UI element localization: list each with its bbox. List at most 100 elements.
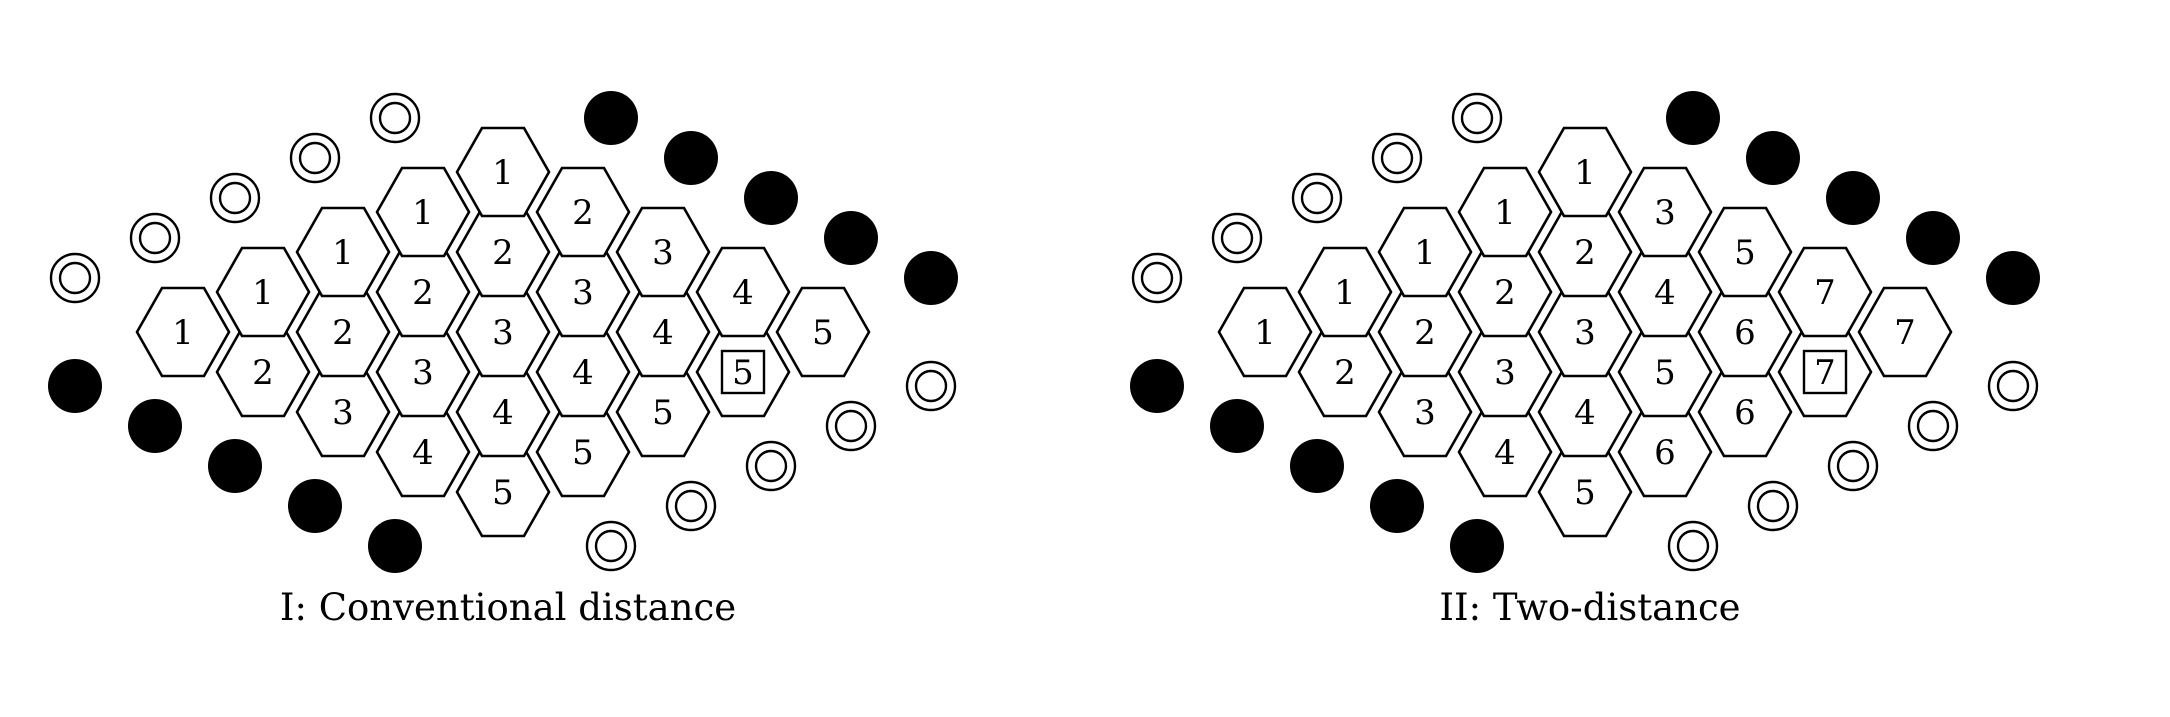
white-stone-icon: [129, 212, 181, 264]
black-stone-icon: [1290, 439, 1344, 493]
hex-cell: 5: [1697, 206, 1793, 298]
hex-cell: 5: [1537, 446, 1633, 538]
cell-distance-value: 3: [1414, 393, 1436, 433]
hex-cell: 2: [295, 286, 391, 378]
hex-cell-outline: [1457, 166, 1553, 258]
hex-cell: 2: [1377, 286, 1473, 378]
black-stone-icon: [824, 211, 878, 265]
hex-cell: 5: [615, 366, 711, 458]
hex-cell: 1: [375, 166, 471, 258]
white-stone-icon: [1987, 360, 2039, 412]
hex-cell: 7: [1777, 326, 1873, 418]
panel-conventional-distance: I: Conventional distance 1 2 3 4 5 1 2 3 4 5 1 2 3 4 5…: [48, 91, 958, 629]
hex-cell: 4: [535, 326, 631, 418]
hex-cell: 5: [695, 326, 791, 418]
white-stone-icon: [1747, 480, 1799, 532]
cell-distance-value: 3: [1494, 353, 1516, 393]
hex-cell-outline: [535, 166, 631, 258]
hex-cell: 1: [135, 286, 231, 378]
cell-distance-value: 7: [1814, 273, 1836, 313]
cell-distance-value: 4: [1654, 273, 1676, 313]
white-stone-icon: [209, 172, 261, 224]
cell-distance-value: 3: [1574, 313, 1596, 353]
hex-cell: 2: [1537, 206, 1633, 298]
cell-distance-value: 4: [492, 393, 514, 433]
black-stone-icon: [584, 91, 638, 145]
cell-distance-value: 1: [172, 313, 194, 353]
hex-cell: 3: [1377, 366, 1473, 458]
black-stone-icon: [1666, 91, 1720, 145]
hex-cell: 2: [1297, 326, 1393, 418]
hex-cell: 2: [455, 206, 551, 298]
white-stone-icon: [1131, 252, 1183, 304]
hex-cell: 3: [535, 246, 631, 338]
hex-cell: 7: [1857, 286, 1953, 378]
black-stone-icon: [1210, 399, 1264, 453]
hex-cell: 4: [1537, 366, 1633, 458]
hex-cell: 5: [775, 286, 871, 378]
hex-cell-outline: [1217, 286, 1313, 378]
white-stone-icon: [1667, 520, 1719, 572]
hex-cell: 1: [215, 246, 311, 338]
cell-distance-value: 1: [332, 233, 354, 273]
cell-distance-value: 5: [812, 313, 834, 353]
cell-distance-value: 1: [252, 273, 274, 313]
hex-cell: 3: [1617, 166, 1713, 258]
hex-cell-outline: [695, 246, 791, 338]
white-stone-icon: [1451, 92, 1503, 144]
hex-cell: 6: [1617, 406, 1713, 498]
hex-cell: 2: [1457, 246, 1553, 338]
panel-caption: I: Conventional distance: [280, 586, 736, 629]
hex-cell: 5: [455, 446, 551, 538]
hex-cell: 4: [695, 246, 791, 338]
cell-distance-value: 2: [412, 273, 434, 313]
hex-cell: 5: [1617, 326, 1713, 418]
hex-cell: 1: [455, 126, 551, 218]
hex-cell: 3: [1457, 326, 1553, 418]
edge-stones: [1130, 91, 2040, 573]
white-stone-icon: [825, 400, 877, 452]
cell-distance-value: 4: [572, 353, 594, 393]
white-stone-icon: [369, 92, 421, 144]
white-stone-icon: [905, 360, 957, 412]
hex-cell-outline: [1297, 246, 1393, 338]
hex-cell: 7: [1777, 246, 1873, 338]
highlight-box: [720, 349, 766, 395]
hex-cell: 4: [455, 366, 551, 458]
panel-two-distance: II: Two-distance 1 2 3 4 5 1 2 3 4 6 1 2 3 5 6 1 2 4 6 7 1 3 5…: [1130, 91, 2040, 629]
black-stone-icon: [1826, 171, 1880, 225]
hex-cell: 5: [535, 406, 631, 498]
white-stone-icon: [1291, 172, 1343, 224]
black-stone-icon: [1986, 251, 2040, 305]
black-stone-icon: [1450, 519, 1504, 573]
hex-cell: 1: [295, 206, 391, 298]
cell-distance-value: 5: [652, 393, 674, 433]
panel-caption: II: Two-distance: [1439, 586, 1740, 629]
hex-cell-outline: [375, 166, 471, 258]
cell-distance-value: 2: [252, 353, 274, 393]
highlight-box: [1802, 349, 1848, 395]
hex-cell: 3: [295, 366, 391, 458]
cell-distance-value: 7: [1894, 313, 1916, 353]
white-stone-icon: [1211, 212, 1263, 264]
hex-cell: 3: [455, 286, 551, 378]
cell-distance-value: 6: [1654, 433, 1676, 473]
black-stone-icon: [208, 439, 262, 493]
white-stone-icon: [49, 252, 101, 304]
black-stone-icon: [1746, 131, 1800, 185]
cell-distance-value: 7: [1814, 353, 1836, 393]
hex-cell: 6: [1697, 286, 1793, 378]
white-stone-icon: [289, 132, 341, 184]
cell-distance-value: 2: [1494, 273, 1516, 313]
cell-distance-value: 2: [1334, 353, 1356, 393]
hex-cell: 6: [1697, 366, 1793, 458]
black-stone-icon: [128, 399, 182, 453]
cell-distance-value: 2: [1574, 233, 1596, 273]
hex-cell-outline: [455, 126, 551, 218]
cell-distance-value: 2: [572, 193, 594, 233]
cell-distance-value: 3: [572, 273, 594, 313]
cell-distance-value: 1: [412, 193, 434, 233]
hex-cell: 4: [1457, 406, 1553, 498]
hex-cell-outline: [615, 206, 711, 298]
